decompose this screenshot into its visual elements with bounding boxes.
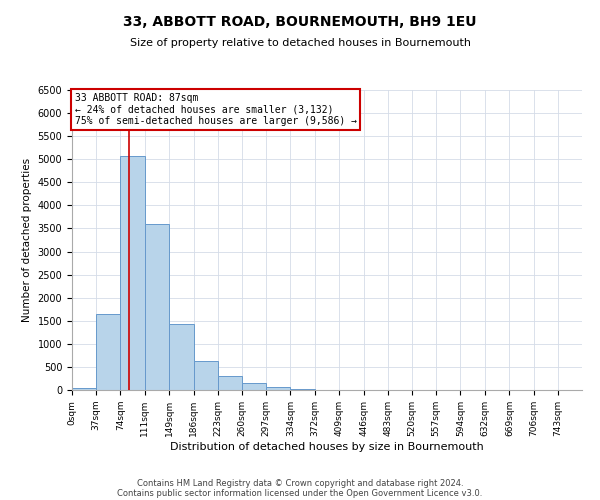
Bar: [96, 314, 121, 390]
Bar: [169, 324, 194, 390]
Bar: [145, 224, 169, 390]
Text: 33 ABBOTT ROAD: 87sqm
← 24% of detached houses are smaller (3,132)
75% of semi-d: 33 ABBOTT ROAD: 87sqm ← 24% of detached …: [74, 93, 356, 126]
Text: Contains HM Land Registry data © Crown copyright and database right 2024.: Contains HM Land Registry data © Crown c…: [137, 478, 463, 488]
Bar: [266, 387, 290, 390]
Y-axis label: Number of detached properties: Number of detached properties: [22, 158, 32, 322]
Bar: [194, 362, 218, 390]
Bar: [290, 388, 314, 390]
Bar: [242, 384, 266, 390]
Bar: [72, 388, 96, 390]
Text: Size of property relative to detached houses in Bournemouth: Size of property relative to detached ho…: [130, 38, 470, 48]
X-axis label: Distribution of detached houses by size in Bournemouth: Distribution of detached houses by size …: [170, 442, 484, 452]
Bar: [121, 156, 145, 390]
Text: 33, ABBOTT ROAD, BOURNEMOUTH, BH9 1EU: 33, ABBOTT ROAD, BOURNEMOUTH, BH9 1EU: [123, 15, 477, 29]
Bar: [218, 376, 242, 390]
Text: Contains public sector information licensed under the Open Government Licence v3: Contains public sector information licen…: [118, 488, 482, 498]
